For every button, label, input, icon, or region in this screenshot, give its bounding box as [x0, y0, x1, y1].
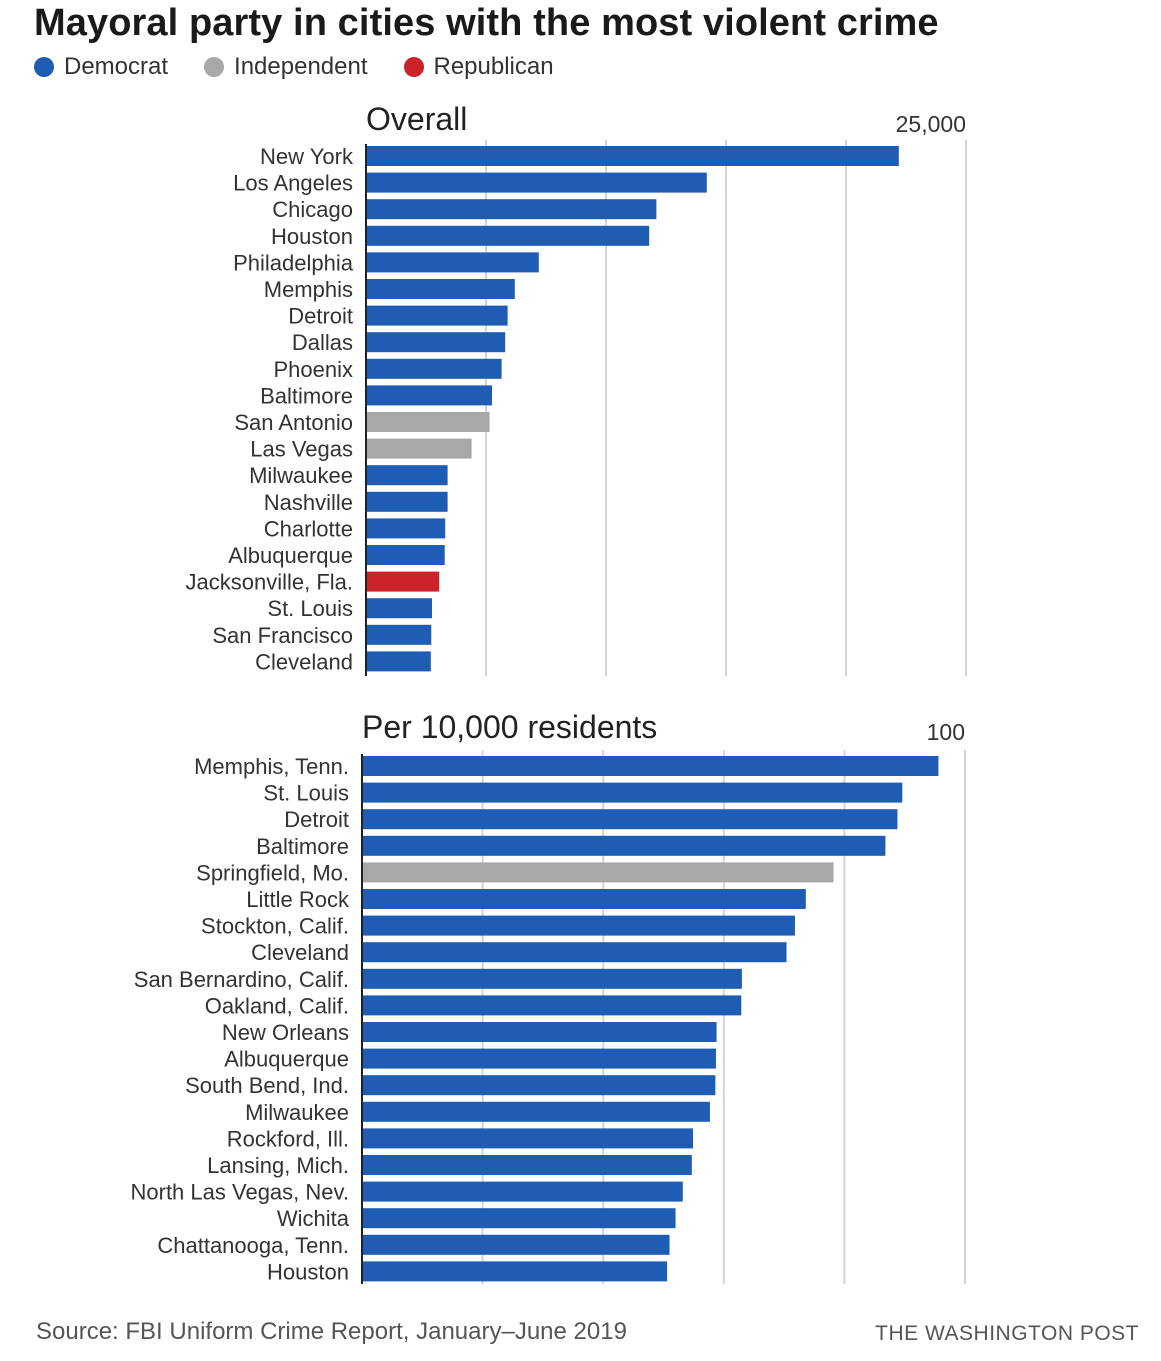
- category-label: Stockton, Calif.: [201, 914, 349, 939]
- category-label: Lansing, Mich.: [207, 1153, 349, 1178]
- bar: [362, 756, 939, 776]
- axis-tick-label: 25,000: [896, 111, 966, 137]
- legend-dot-independent: [204, 57, 225, 77]
- category-label: North Las Vegas, Nev.: [131, 1180, 350, 1205]
- category-label: Houston: [267, 1259, 349, 1284]
- bar: [362, 862, 834, 883]
- bar: [366, 545, 445, 565]
- bar: [362, 1208, 676, 1229]
- bar: [362, 915, 795, 936]
- bar: [362, 835, 886, 856]
- bar: [366, 412, 490, 432]
- source-note: Source: FBI Uniform Crime Report, Januar…: [36, 1318, 627, 1345]
- bar: [366, 465, 448, 486]
- bar: [366, 225, 650, 246]
- publisher-credit: THE WASHINGTON POST: [875, 1322, 1139, 1345]
- bar: [362, 968, 742, 989]
- category-label: Memphis: [264, 277, 353, 302]
- category-label: St. Louis: [267, 596, 353, 621]
- bar: [362, 995, 742, 1016]
- category-label: Baltimore: [260, 383, 353, 408]
- bar: [366, 172, 707, 193]
- bar: [362, 1181, 683, 1202]
- category-label: Los Angeles: [233, 171, 353, 196]
- category-label: Chicago: [272, 197, 353, 222]
- bar: [362, 1128, 694, 1149]
- bar: [362, 782, 903, 803]
- category-label: Albuquerque: [228, 543, 353, 568]
- legend-label-independent: Independent: [234, 53, 368, 80]
- legend-item-democrat: Democrat: [34, 53, 168, 81]
- category-label: San Francisco: [212, 623, 353, 648]
- bar: [362, 1022, 717, 1042]
- legend-item-republican: Republican: [403, 53, 554, 81]
- category-label: Houston: [271, 224, 353, 249]
- bar: [366, 491, 448, 512]
- legend-label-republican: Republican: [433, 53, 554, 80]
- category-label: Dallas: [292, 330, 353, 355]
- category-label: Charlotte: [264, 516, 353, 541]
- bar: [366, 518, 446, 539]
- bar: [362, 1101, 710, 1122]
- category-label: Cleveland: [251, 940, 349, 965]
- category-label: Baltimore: [256, 834, 349, 859]
- bar: [362, 809, 898, 830]
- category-label: Rockford, Ill.: [227, 1126, 349, 1151]
- category-label: Memphis, Tenn.: [194, 754, 349, 779]
- category-label: Cleveland: [255, 649, 353, 674]
- bar: [366, 305, 508, 326]
- bar: [362, 1155, 692, 1175]
- bar: [366, 651, 431, 672]
- category-label: Albuquerque: [224, 1047, 349, 1072]
- bar: [366, 571, 440, 592]
- panel-title: Overall: [366, 101, 467, 137]
- legend-dot-democrat: [34, 57, 54, 77]
- bar: [362, 1261, 668, 1282]
- category-label: Milwaukee: [249, 463, 353, 488]
- category-label: Las Vegas: [250, 437, 353, 462]
- category-label: Nashville: [264, 490, 353, 515]
- category-label: San Bernardino, Calif.: [134, 967, 349, 992]
- bar: [366, 332, 506, 353]
- bar: [366, 598, 432, 619]
- bar: [366, 252, 539, 273]
- category-label: South Bend, Ind.: [185, 1073, 349, 1098]
- bar: [362, 1234, 670, 1255]
- category-label: New York: [260, 144, 354, 169]
- panel-title: Per 10,000 residents: [362, 709, 657, 745]
- category-label: San Antonio: [234, 410, 353, 435]
- legend-dot-republican: [403, 57, 424, 77]
- chart-title: Mayoral party in cities with the most vi…: [34, 2, 939, 44]
- bar: [366, 199, 657, 220]
- category-label: Springfield, Mo.: [196, 860, 349, 885]
- bar: [366, 358, 502, 379]
- category-label: Wichita: [277, 1206, 350, 1231]
- bar: [366, 438, 472, 459]
- bar: [362, 889, 806, 909]
- category-label: Philadelphia: [233, 250, 354, 275]
- bar: [366, 385, 492, 406]
- bar: [362, 1075, 716, 1096]
- bar: [366, 624, 432, 645]
- category-label: Chattanooga, Tenn.: [157, 1233, 349, 1258]
- category-label: St. Louis: [263, 781, 349, 806]
- bar: [366, 279, 515, 299]
- category-label: New Orleans: [222, 1020, 349, 1045]
- bar: [362, 942, 787, 963]
- bar: [366, 146, 899, 166]
- category-label: Milwaukee: [245, 1100, 349, 1125]
- category-label: Detroit: [284, 807, 349, 832]
- legend: Democrat Independent Republican: [34, 52, 590, 82]
- category-label: Little Rock: [246, 887, 350, 912]
- axis-tick-label: 100: [927, 719, 965, 745]
- legend-item-independent: Independent: [204, 53, 368, 81]
- category-label: Phoenix: [273, 357, 353, 382]
- legend-label-democrat: Democrat: [64, 53, 169, 80]
- category-label: Oakland, Calif.: [205, 993, 349, 1018]
- bar: [362, 1048, 716, 1069]
- category-label: Detroit: [288, 304, 353, 329]
- category-label: Jacksonville, Fla.: [185, 570, 353, 595]
